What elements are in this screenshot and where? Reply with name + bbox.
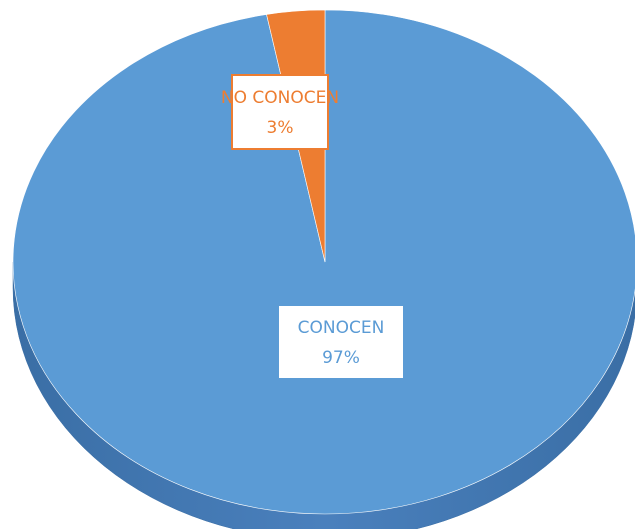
data-label: CONOCEN 97% bbox=[277, 304, 405, 380]
data-label-category: CONOCEN bbox=[298, 318, 385, 338]
data-label-box bbox=[231, 74, 329, 150]
data-label: NO CONOCEN 3% bbox=[221, 74, 339, 150]
data-label-box bbox=[277, 304, 405, 380]
data-label-category: NO CONOCEN bbox=[221, 88, 339, 108]
data-label-value: 97% bbox=[322, 348, 360, 368]
data-label-value: 3% bbox=[267, 118, 294, 138]
pie-slice bbox=[12, 9, 635, 515]
